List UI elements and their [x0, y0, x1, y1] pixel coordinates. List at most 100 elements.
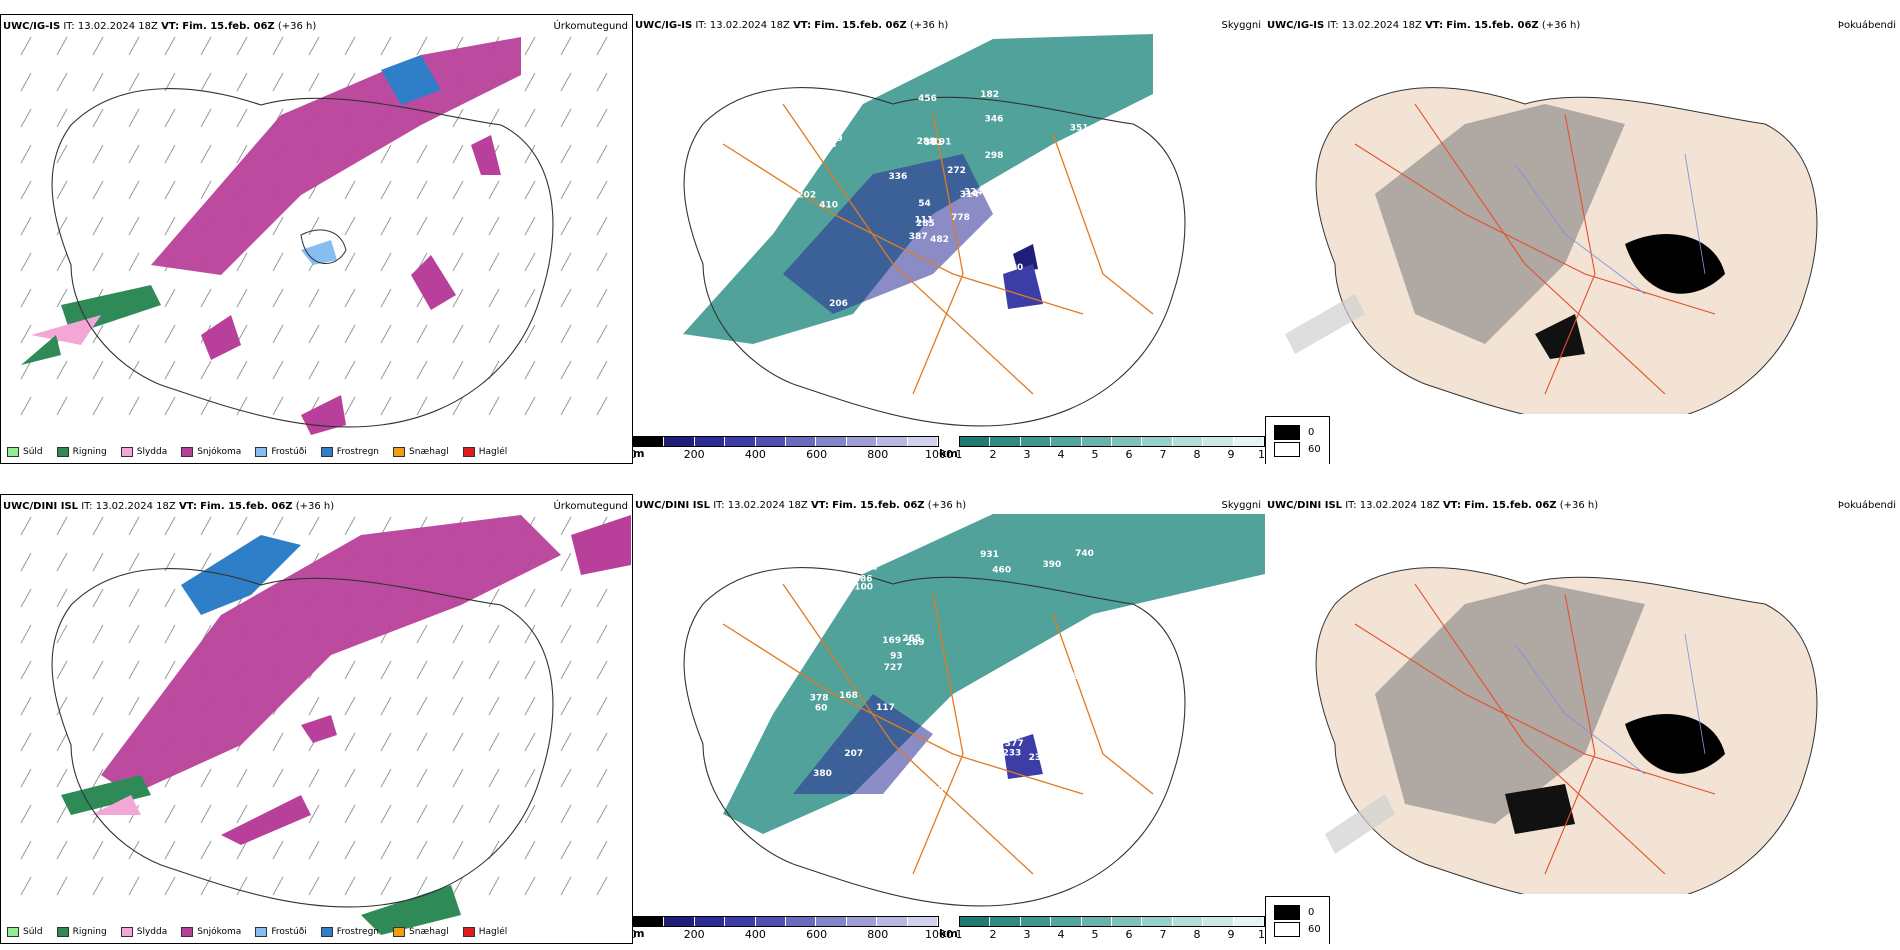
- ceiling-colorbar-tick-label: 800: [867, 448, 889, 461]
- panel-type-title: Þokuábendi: [1837, 20, 1896, 31]
- ceiling-value-label: 556: [1058, 729, 1077, 739]
- ceiling-value-label: 481: [901, 782, 920, 792]
- wind-barb: [200, 396, 212, 416]
- ceiling-colorbar-tick-label: 0: [633, 928, 637, 941]
- ceiling-value-label: 150: [947, 821, 966, 831]
- wind-barb: [164, 72, 176, 92]
- wind-barb: [164, 840, 176, 860]
- visibility-colorbar-tick-label: 4: [1057, 928, 1065, 941]
- legend-swatch: [7, 927, 19, 937]
- ceiling-value-label: 827: [1002, 720, 1021, 730]
- wind-barb: [56, 624, 68, 644]
- wind-barb: [380, 324, 392, 344]
- wind-barb: [128, 696, 140, 716]
- visibility-colorbar-tick-label: 9: [1227, 448, 1235, 461]
- visibility-colorbar-segment: [1233, 437, 1265, 446]
- wind-barb: [56, 516, 68, 536]
- wind-barb: [272, 732, 284, 752]
- ceiling-value-label: 182: [980, 90, 999, 100]
- ceiling-value-label: 272: [947, 166, 966, 176]
- wind-barb: [128, 588, 140, 608]
- wind-barb: [128, 876, 140, 896]
- wind-barb: [200, 72, 212, 92]
- wind-barb: [416, 732, 428, 752]
- wind-barb: [56, 552, 68, 572]
- wind-barb: [416, 840, 428, 860]
- wind-barb: [236, 144, 248, 164]
- wind-barb: [20, 180, 32, 200]
- ceiling-value-label: 390: [1043, 560, 1062, 570]
- wind-barb: [56, 36, 68, 56]
- wind-barb: [20, 252, 32, 272]
- ceiling-value-label: 70: [931, 786, 944, 796]
- legend-swatch: [7, 447, 19, 457]
- ceiling-value-label: 100: [854, 583, 873, 593]
- wind-barb: [380, 768, 392, 788]
- wind-barb: [272, 252, 284, 272]
- wind-barb: [272, 516, 284, 536]
- wind-barb: [344, 36, 356, 56]
- wind-barb: [200, 804, 212, 824]
- wind-barb: [596, 624, 608, 644]
- wind-barb: [92, 216, 104, 236]
- wind-barb: [20, 804, 32, 824]
- wind-barb: [92, 180, 104, 200]
- wind-barb: [92, 732, 104, 752]
- wind-barb: [596, 144, 608, 164]
- wind-barb: [596, 804, 608, 824]
- wind-barb: [128, 252, 140, 272]
- wind-barb: [164, 144, 176, 164]
- panel-header: UWC/IG-IS IT: 13.02.2024 18Z VT: Fim. 15…: [1267, 20, 1581, 31]
- visibility-map-graphic: 827 451 395 171 269 322 380 460 169 456 385 378 147 2…: [683, 514, 1265, 907]
- ceiling-colorbar-tick-label: 200: [683, 448, 705, 461]
- visibility-colorbar-segment: [1233, 917, 1265, 926]
- ceiling-value-label: 482: [930, 235, 949, 245]
- wind-barb: [560, 732, 572, 752]
- legend-swatch: [56, 447, 69, 457]
- wind-barb: [20, 108, 32, 128]
- visibility-colorbar-segment: [1051, 917, 1082, 926]
- wind-barb: [524, 144, 536, 164]
- wind-barb: [560, 624, 572, 644]
- wind-barb: [56, 72, 68, 92]
- wind-barb: [56, 108, 68, 128]
- wind-barb: [164, 36, 176, 56]
- wind-barb: [524, 288, 536, 308]
- ceiling-value-label: 727: [884, 663, 903, 673]
- legend-item: Snæhagl: [393, 927, 449, 937]
- visibility-colorbar-segment: [1051, 437, 1082, 446]
- legend-item: Snjókoma: [181, 447, 241, 457]
- wind-barb: [452, 180, 464, 200]
- visibility-colorbar-tick-label: 2: [989, 448, 997, 461]
- wind-barb: [596, 876, 608, 896]
- wind-barb: [128, 396, 140, 416]
- visibility-colorbar-segment: [1203, 917, 1234, 926]
- visibility-colorbar-segment: [1112, 917, 1143, 926]
- wind-barb: [560, 36, 572, 56]
- legend-item: Snæhagl: [393, 447, 449, 457]
- ceiling-value-label: 386: [854, 574, 873, 584]
- wind-barb: [416, 216, 428, 236]
- visibility-unit: km: [939, 447, 958, 460]
- legend-swatch: [120, 927, 133, 937]
- wind-barb: [200, 768, 212, 788]
- panel-header: UWC/DINI ISL IT: 13.02.2024 18Z VT: Fim.…: [1267, 500, 1599, 511]
- wind-barb: [164, 216, 176, 236]
- visibility-colorbar-tick-label: 5: [1091, 928, 1099, 941]
- legend-swatch: [1274, 442, 1300, 457]
- visibility-map-top: UWC/IG-IS IT: 13.02.2024 18Z VT: Fim. 15…: [633, 14, 1265, 464]
- wind-barb: [560, 876, 572, 896]
- wind-barb: [416, 180, 428, 200]
- wind-barb: [20, 360, 32, 380]
- ceiling-value-label: 158: [807, 345, 826, 355]
- legend-swatch: [393, 927, 406, 937]
- visibility-colorbar-tick-label: 4: [1057, 448, 1065, 461]
- wind-barb: [488, 804, 500, 824]
- ceiling-colorbar-tick-label: 600: [806, 448, 828, 461]
- wind-barb: [560, 252, 572, 272]
- wind-barb: [560, 288, 572, 308]
- wind-barb: [524, 768, 536, 788]
- wind-barb: [128, 360, 140, 380]
- ceiling-value-label: 219: [824, 134, 843, 144]
- wind-barb: [56, 396, 68, 416]
